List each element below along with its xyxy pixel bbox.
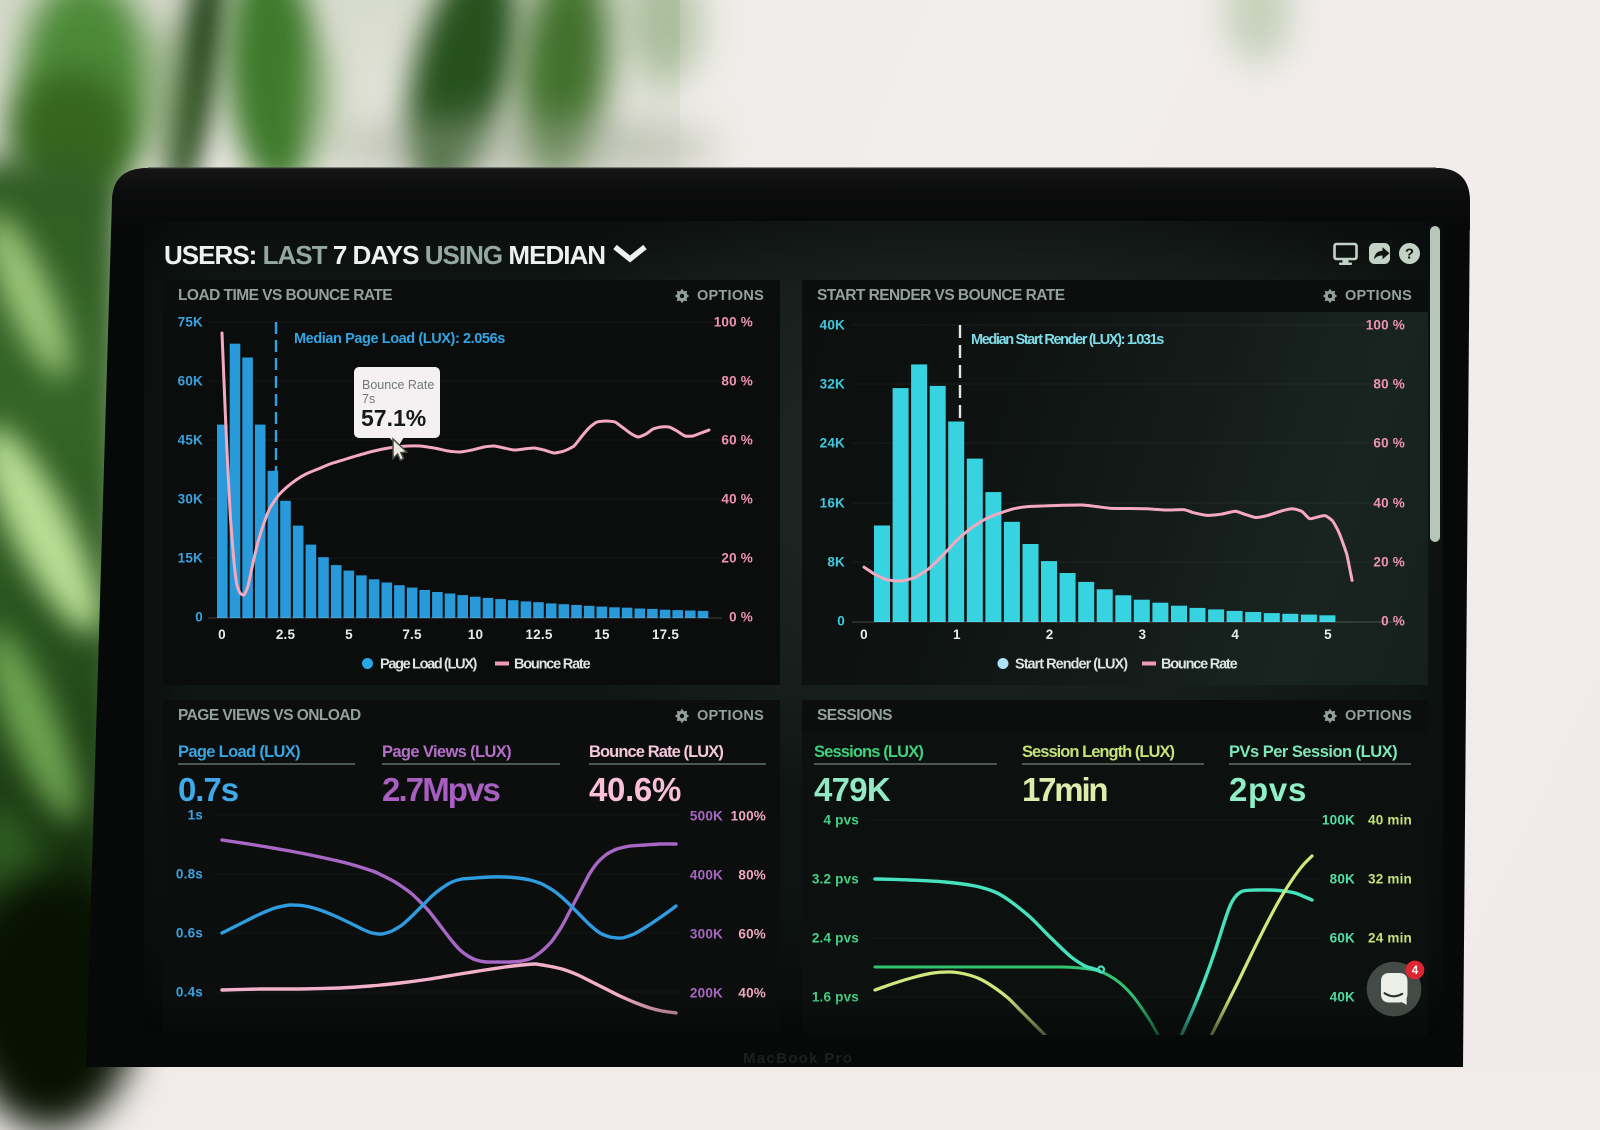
svg-text:Median Page Load (LUX): 2.056s: Median Page Load (LUX): 2.056s [294, 331, 505, 347]
svg-text:0: 0 [218, 627, 226, 642]
svg-text:80 %: 80 % [721, 374, 753, 389]
svg-text:60 %: 60 % [1373, 436, 1405, 451]
svg-text:100%: 100% [731, 809, 766, 824]
svg-text:24K: 24K [820, 436, 845, 451]
svg-text:80%: 80% [738, 868, 766, 883]
svg-text:40 %: 40 % [1373, 496, 1405, 511]
svg-text:2.4 pvs: 2.4 pvs [812, 931, 859, 946]
svg-text:20 %: 20 % [721, 551, 753, 566]
svg-text:10: 10 [468, 627, 483, 642]
svg-text:400K: 400K [690, 868, 723, 883]
svg-text:45K: 45K [178, 433, 203, 448]
svg-text:Bounce Rate: Bounce Rate [514, 657, 591, 673]
svg-text:60%: 60% [738, 927, 766, 942]
svg-text:80 %: 80 % [1373, 377, 1405, 392]
svg-text:4 pvs: 4 pvs [823, 813, 859, 828]
svg-text:32 min: 32 min [1368, 872, 1412, 887]
svg-text:57.1%: 57.1% [361, 405, 426, 431]
svg-text:500K: 500K [690, 809, 723, 824]
svg-text:Start Render (LUX): Start Render (LUX) [1015, 657, 1128, 673]
svg-text:2: 2 [1046, 627, 1054, 642]
svg-text:30K: 30K [178, 492, 203, 507]
svg-text:?: ? [1405, 246, 1414, 263]
svg-text:12.5: 12.5 [525, 627, 552, 642]
svg-text:7s: 7s [362, 392, 375, 406]
svg-text:300K: 300K [690, 927, 723, 942]
svg-text:0.6s: 0.6s [176, 926, 203, 941]
svg-text:0: 0 [860, 627, 868, 642]
svg-text:60 %: 60 % [721, 433, 753, 448]
svg-text:0 %: 0 % [1381, 614, 1405, 629]
svg-text:32K: 32K [820, 377, 845, 392]
svg-text:2.5: 2.5 [276, 627, 296, 642]
svg-text:75K: 75K [178, 315, 203, 330]
svg-text:Bounce Rate: Bounce Rate [1161, 657, 1238, 673]
svg-text:40K: 40K [820, 318, 845, 333]
svg-text:4: 4 [1231, 627, 1239, 642]
svg-text:100 %: 100 % [714, 315, 753, 330]
svg-text:1: 1 [953, 627, 961, 642]
svg-text:Median Start Render (LUX): 1.0: Median Start Render (LUX): 1.031s [971, 332, 1164, 348]
svg-text:7.5: 7.5 [402, 627, 422, 642]
svg-text:17.5: 17.5 [652, 627, 679, 642]
svg-text:100 %: 100 % [1366, 318, 1405, 333]
svg-text:16K: 16K [820, 496, 845, 511]
svg-text:24 min: 24 min [1368, 931, 1412, 946]
svg-text:40 min: 40 min [1368, 813, 1412, 828]
svg-text:0 %: 0 % [729, 610, 753, 625]
svg-text:100K: 100K [1322, 813, 1355, 828]
svg-text:15K: 15K [178, 551, 203, 566]
svg-text:0: 0 [195, 610, 203, 625]
svg-text:5: 5 [1324, 627, 1332, 642]
svg-text:0: 0 [837, 614, 845, 629]
svg-text:8K: 8K [827, 555, 845, 570]
svg-text:15: 15 [594, 627, 610, 642]
svg-text:Page Load (LUX): Page Load (LUX) [380, 657, 478, 673]
svg-text:4: 4 [1412, 965, 1419, 977]
svg-text:5: 5 [345, 627, 353, 642]
svg-text:40 %: 40 % [721, 492, 753, 507]
svg-text:3.2 pvs: 3.2 pvs [812, 872, 859, 887]
svg-text:20 %: 20 % [1373, 555, 1405, 570]
svg-text:0.8s: 0.8s [176, 867, 203, 882]
svg-text:60K: 60K [178, 374, 203, 389]
svg-text:1s: 1s [188, 808, 203, 823]
svg-text:60K: 60K [1330, 931, 1355, 946]
svg-text:3: 3 [1139, 627, 1147, 642]
svg-text:Bounce Rate: Bounce Rate [362, 378, 434, 392]
svg-text:80K: 80K [1330, 872, 1355, 887]
